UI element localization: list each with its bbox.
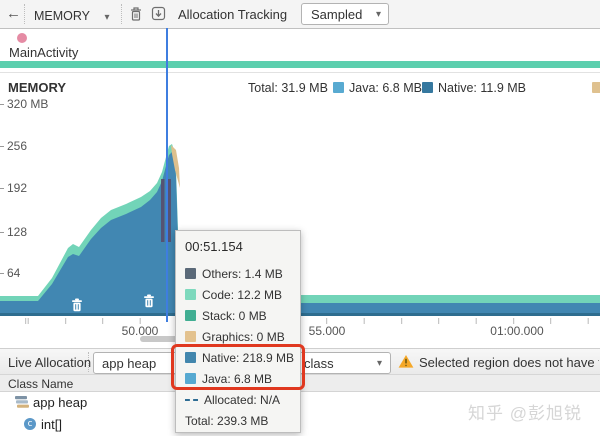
gc-trash-button[interactable]	[129, 6, 143, 22]
selection-marker[interactable]	[167, 179, 172, 242]
tooltip-row-java: Java: 6.8 MB	[185, 368, 291, 389]
tooltip-row-others: Others: 1.4 MB	[185, 263, 291, 284]
tooltip-row-label: Others: 1.4 MB	[202, 266, 283, 281]
table-row[interactable]: c int[]	[0, 413, 600, 434]
native-swatch	[185, 352, 196, 363]
memory-section-title: MEMORY	[8, 80, 67, 95]
y-tick	[0, 273, 4, 274]
legend-java: Java: 6.8 MB	[349, 81, 422, 95]
tooltip-row-code: Code: 12.2 MB	[185, 284, 291, 305]
trash-icon	[72, 298, 82, 312]
warning-message: Selected region does not have f	[419, 355, 599, 370]
tooltip-time: 00:51.154	[185, 239, 243, 254]
legend-total: Total: 31.9 MB	[248, 81, 328, 95]
activity-lifetime-bar	[0, 61, 600, 68]
y-tick	[0, 146, 4, 147]
heap-select-value: app heap	[102, 356, 157, 371]
toolbar-separator	[88, 352, 89, 372]
live-allocation-title: Live Allocation	[8, 355, 92, 370]
top-toolbar: ← MEMORY ▾ Allocation Tracking Sa	[0, 0, 600, 29]
legend-java-swatch	[333, 82, 344, 93]
toolbar-separator	[24, 4, 25, 24]
y-tick-label: 192	[7, 181, 28, 195]
graphics-swatch	[185, 331, 196, 342]
tree-item-label: app heap	[33, 395, 88, 410]
table-row[interactable]: app heap	[0, 392, 600, 413]
chevron-down-icon: ▾	[104, 12, 110, 23]
sampled-select[interactable]: Sampled ▾	[301, 3, 389, 25]
trash-icon	[131, 7, 141, 21]
class-icon: c	[24, 418, 36, 430]
section-divider	[0, 72, 600, 73]
code-swatch	[185, 289, 196, 300]
profiler-select[interactable]: MEMORY ▾	[34, 7, 110, 25]
y-tick-label: 256	[7, 139, 28, 153]
tooltip-row-allocated: Allocated: N/A	[185, 389, 291, 410]
warning-icon	[398, 354, 414, 369]
gc-event	[143, 294, 155, 308]
activity-label: MainActivity	[9, 45, 79, 60]
chart-tooltip: 00:51.154 Others: 1.4 MB Code: 12.2 MB S…	[175, 230, 301, 433]
timeline-cursor-line[interactable]	[166, 28, 168, 322]
tooltip-row-graphics: Graphics: 0 MB	[185, 326, 291, 347]
tooltip-row-total: Total: 239.3 MB	[185, 410, 291, 431]
sampled-select-value: Sampled	[311, 7, 363, 22]
y-tick-label: 64	[7, 266, 21, 280]
tooltip-row-label: Native: 218.9 MB	[202, 350, 295, 365]
chart-area-graphics	[171, 145, 180, 188]
legend-native: Native: 11.9 MB	[438, 81, 527, 95]
class-name-column-header: Class Name	[8, 377, 74, 391]
arrange-by-select[interactable]: class ▾	[295, 352, 391, 374]
touch-event-dot	[17, 33, 27, 43]
y-tick-label: 128	[7, 225, 28, 239]
java-swatch	[185, 373, 196, 384]
tooltip-row-label: Code: 12.2 MB	[202, 287, 283, 302]
tooltip-row-label: Graphics: 0 MB	[202, 329, 285, 344]
tooltip-row-label: Stack: 0 MB	[202, 308, 267, 323]
chart-area-native	[0, 152, 600, 316]
tree-item-label: int[]	[41, 417, 62, 432]
heap-icon	[15, 396, 29, 409]
tooltip-row-label: Java: 6.8 MB	[202, 371, 273, 386]
allocation-tracking-label: Allocation Tracking	[178, 7, 288, 22]
x-tick-label: 50.000	[121, 324, 159, 338]
y-tick-label: 320 MB	[7, 97, 49, 111]
selection-marker[interactable]	[161, 179, 165, 242]
arrange-by-value: class	[304, 356, 334, 371]
toolbar-separator	[121, 4, 122, 24]
tooltip-row-label: Allocated: N/A	[204, 392, 281, 407]
y-tick	[0, 232, 4, 233]
legend-graphics-swatch	[592, 82, 600, 93]
trash-icon	[144, 294, 154, 308]
x-tick-label: 55.000	[308, 324, 346, 338]
chevron-down-icon: ▾	[375, 9, 381, 20]
export-icon	[151, 6, 166, 21]
others-swatch	[185, 268, 196, 279]
y-tick	[0, 104, 4, 105]
tooltip-total-label: Total: 239.3 MB	[185, 413, 269, 428]
legend-native-swatch	[422, 82, 433, 93]
watermark: 知乎 @彭旭锐	[468, 404, 582, 423]
back-icon[interactable]: ←	[6, 5, 21, 22]
tooltip-row-native: Native: 218.9 MB	[185, 347, 295, 368]
y-tick	[0, 188, 4, 189]
export-heap-dump-button[interactable]	[151, 6, 166, 21]
gc-event	[71, 298, 83, 312]
x-tick-label: 01:00.000	[490, 324, 544, 338]
profiler-select-label: MEMORY	[34, 9, 91, 23]
stack-swatch	[185, 310, 196, 321]
horizontal-scrollbar-thumb[interactable]	[140, 336, 178, 342]
allocated-dash-icon	[185, 398, 198, 401]
chevron-down-icon: ▾	[376, 358, 382, 369]
tooltip-row-stack: Stack: 0 MB	[185, 305, 291, 326]
